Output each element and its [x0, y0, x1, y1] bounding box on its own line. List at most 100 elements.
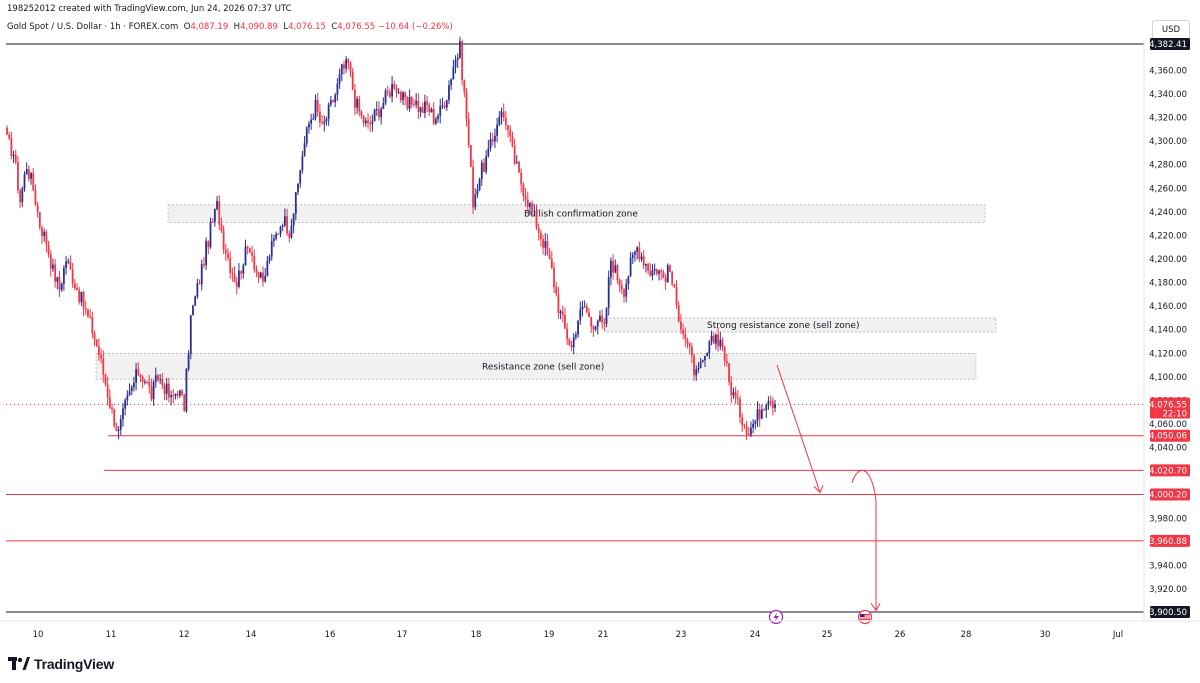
candle-body: [318, 111, 321, 123]
candle-body: [445, 100, 448, 108]
candle-body: [728, 363, 730, 383]
candle-body: [612, 260, 614, 273]
candle-body: [19, 190, 22, 203]
level-price-label: 4,382.41: [1149, 40, 1187, 50]
candle-body: [588, 312, 590, 317]
candle-body: [95, 339, 98, 347]
candle-body: [480, 162, 483, 180]
candle-body: [277, 233, 280, 235]
price-axis[interactable]: 4,360.00 4,340.00 4,320.00 4,300.00 4,280.00…: [1149, 38, 1190, 618]
candle-body: [708, 341, 711, 353]
candle-body: [627, 276, 630, 284]
candle-body: [463, 80, 466, 92]
candle-body: [695, 369, 698, 376]
candle-body: [666, 265, 669, 283]
candle-body: [213, 209, 216, 222]
candle-body: [448, 85, 450, 101]
candle-body: [675, 286, 678, 305]
candle-body: [52, 264, 54, 269]
level-price-label: 4,020.70: [1149, 466, 1187, 476]
candle-body: [526, 199, 529, 207]
candle-body: [133, 382, 135, 388]
candle-body: [529, 203, 531, 207]
last-price-label: 4,076.55: [1149, 400, 1187, 410]
candle-body: [301, 155, 304, 171]
candle-body: [244, 246, 247, 266]
candle-body: [87, 309, 89, 317]
candle-body: [336, 83, 339, 95]
zone-label: Resistance zone (sell zone): [482, 362, 604, 372]
candle-body: [380, 108, 383, 118]
candle-body: [566, 328, 569, 340]
candle-body: [725, 360, 728, 364]
candle-body: [192, 305, 194, 316]
projection-arrowhead-b: [870, 603, 881, 612]
candle-body: [732, 392, 735, 396]
candle-body: [6, 127, 8, 135]
candle-body: [218, 201, 221, 225]
ohlc-low: L4,076.15: [283, 22, 326, 32]
candle-body: [255, 269, 258, 272]
candle-body: [259, 272, 262, 278]
candle-body: [146, 381, 148, 383]
candle-body: [351, 71, 354, 90]
x-tick-label: 21: [598, 630, 609, 640]
tradingview-brand[interactable]: TradingView: [8, 655, 114, 673]
y-tick-label: 4,180.00: [1149, 279, 1187, 289]
y-tick-label: 4,320.00: [1149, 114, 1187, 124]
candle-body: [312, 118, 315, 120]
x-tick-label: Jul: [1112, 630, 1123, 640]
y-tick-label: 4,140.00: [1149, 326, 1187, 336]
symbol-name[interactable]: Gold Spot / U.S. Dollar · 1h · FOREX.com: [7, 22, 179, 32]
candle-body: [224, 249, 227, 254]
candle-body: [544, 241, 547, 248]
candle-body: [281, 225, 284, 227]
candle-body: [651, 270, 654, 276]
candle-body: [262, 272, 264, 282]
candle-body: [553, 268, 555, 288]
candle-body: [288, 233, 291, 238]
candle-body: [286, 216, 288, 234]
candle-body: [741, 417, 744, 426]
candle-body: [531, 203, 534, 212]
candle-body: [248, 248, 251, 253]
candle-body: [143, 381, 146, 383]
candle-body: [211, 221, 214, 223]
candle-body: [399, 91, 402, 101]
ohlc-open: O4,087.19: [183, 22, 229, 32]
candle-body: [596, 320, 599, 327]
candle-body: [769, 401, 772, 403]
candle-body: [426, 101, 429, 105]
candle-body: [159, 379, 162, 381]
candle-body: [456, 57, 459, 61]
candle-body: [321, 122, 323, 124]
candle-body: [89, 316, 92, 318]
x-tick-label: 16: [325, 630, 336, 640]
candle-body: [717, 334, 720, 347]
candle-body: [579, 309, 582, 321]
y-tick-label: 3,940.00: [1149, 561, 1187, 571]
candle-body: [609, 260, 612, 278]
candle-body: [410, 96, 413, 105]
candle-body: [483, 162, 485, 172]
candle-body: [669, 265, 671, 272]
candle-body: [750, 427, 752, 435]
candle-body: [542, 239, 544, 248]
candle-body: [723, 346, 726, 361]
candle-body: [303, 143, 306, 156]
candle-body: [736, 397, 739, 399]
level-price-label: 3,960.88: [1149, 537, 1187, 547]
candle-body: [367, 120, 369, 124]
candle-body: [187, 353, 190, 370]
candle-body: [332, 100, 334, 103]
candle-body: [299, 170, 302, 184]
candle-body: [688, 343, 691, 347]
candle-body: [297, 183, 299, 193]
candle-body: [327, 104, 330, 120]
candle-body: [701, 360, 704, 362]
candle-body: [305, 127, 308, 144]
candle-body: [568, 339, 571, 346]
time-axis[interactable]: 10 11 12 14 16 17 18 19 21 23 24 25 26 28 30 Jul: [33, 630, 1124, 640]
candle-body: [183, 394, 186, 412]
